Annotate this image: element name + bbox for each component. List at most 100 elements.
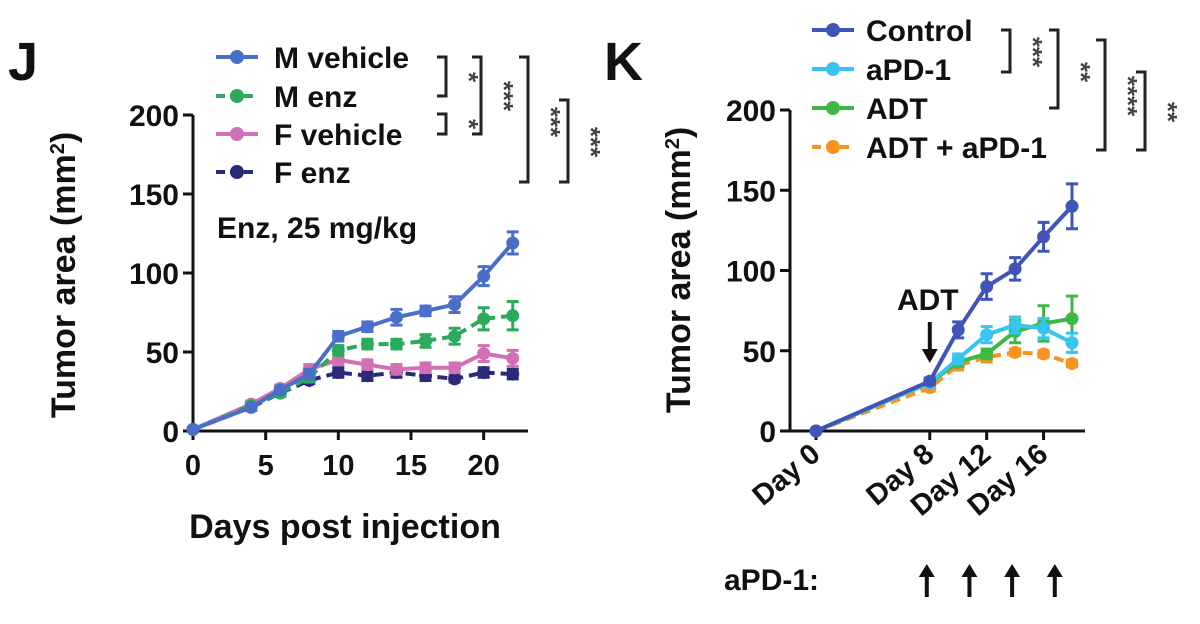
data-point <box>360 369 374 383</box>
data-point <box>360 337 374 351</box>
significance-bracket <box>472 55 483 136</box>
data-point <box>331 343 345 357</box>
legend-label: F vehicle <box>274 119 402 152</box>
data-point <box>419 334 433 348</box>
y-tick-label: 0 <box>759 416 776 449</box>
legend-label: ADT <box>866 93 928 126</box>
adt-arrow-head <box>921 349 938 363</box>
significance-label: ** <box>1153 102 1183 123</box>
data-point <box>477 347 491 361</box>
legend-swatch-marker <box>230 89 244 103</box>
legend-swatch-marker <box>826 140 840 154</box>
panel-letter-j: J <box>8 32 38 92</box>
legend-swatch-marker <box>826 101 840 115</box>
data-point <box>923 374 937 388</box>
significance-bracket <box>437 112 448 136</box>
significance-label: * <box>454 72 484 83</box>
data-point <box>1008 318 1022 332</box>
data-point <box>331 329 345 343</box>
series-line <box>192 241 515 432</box>
data-point <box>809 424 823 438</box>
data-point <box>302 367 316 381</box>
data-point <box>360 358 374 372</box>
x-tick-label: 0 <box>185 450 201 482</box>
data-point <box>951 352 965 366</box>
data-point <box>360 320 374 334</box>
data-point <box>980 328 994 342</box>
legend-label: M enz <box>274 81 357 114</box>
data-point <box>506 367 520 381</box>
data-point <box>448 298 462 312</box>
series-line <box>815 204 1074 433</box>
y-tick-label: 150 <box>129 179 179 212</box>
treatment-label: aPD-1: <box>724 564 819 597</box>
x-tick-label: 10 <box>322 450 354 482</box>
significance-bracket <box>1001 28 1012 74</box>
data-point <box>448 361 462 375</box>
significance-label: * <box>454 119 484 130</box>
y-tick-label: 200 <box>129 100 179 133</box>
legend-label: F enz <box>274 157 351 190</box>
data-point <box>1037 347 1051 361</box>
data-point <box>1065 357 1079 371</box>
data-point <box>980 280 994 294</box>
treatment-arrow-head <box>1004 564 1021 577</box>
data-point <box>1065 199 1079 213</box>
data-point <box>1008 262 1022 276</box>
data-point <box>951 323 965 337</box>
data-point <box>980 347 994 361</box>
y-axis-title: Tumor area (mm2) <box>660 127 698 413</box>
series-line <box>815 350 1073 433</box>
significance-label: ** <box>1066 62 1096 83</box>
legend-swatch-marker <box>230 165 244 179</box>
data-point <box>1065 336 1079 350</box>
series-line <box>192 370 513 432</box>
data-point <box>1008 345 1022 359</box>
x-tick-label: 20 <box>468 450 500 482</box>
data-point <box>244 400 258 414</box>
data-point <box>186 422 200 436</box>
legend-label: ADT + aPD-1 <box>866 132 1047 165</box>
legend-swatch-marker <box>230 127 244 141</box>
series-line <box>192 351 514 432</box>
data-point <box>506 309 520 323</box>
adt-annotation: ADT <box>897 284 959 317</box>
y-tick-label: 100 <box>726 256 776 289</box>
legend-label: aPD-1 <box>866 54 951 87</box>
data-point <box>506 236 520 250</box>
data-point <box>273 383 287 397</box>
data-point <box>389 337 403 351</box>
y-tick-label: 100 <box>129 258 179 291</box>
data-point <box>419 361 433 375</box>
data-point <box>389 362 403 376</box>
data-point <box>331 366 345 380</box>
y-tick-label: 200 <box>726 95 776 128</box>
data-point <box>477 366 491 380</box>
legend-swatch-marker <box>230 50 244 64</box>
legend-swatch-marker <box>826 23 840 37</box>
legend-label: M vehicle <box>274 42 409 75</box>
y-tick-label: 0 <box>162 416 179 449</box>
legend-swatch-marker <box>826 62 840 76</box>
treatment-annotation: Enz, 25 mg/kg <box>217 212 417 245</box>
panel-letter-k: K <box>604 32 643 92</box>
data-point <box>477 269 491 283</box>
data-point <box>389 310 403 324</box>
data-point <box>448 329 462 343</box>
significance-label: *** <box>576 127 606 158</box>
y-tick-label: 50 <box>743 336 776 369</box>
treatment-arrow-head <box>918 564 935 577</box>
significance-bracket <box>437 55 448 98</box>
x-tick-label: 5 <box>258 450 274 482</box>
data-point <box>506 351 520 365</box>
y-tick-label: 50 <box>146 337 179 370</box>
significance-bracket <box>559 98 570 184</box>
significance-label: *** <box>1018 37 1048 68</box>
x-tick-label: 15 <box>395 450 427 482</box>
legend-label: Control <box>866 15 973 48</box>
data-point <box>1037 230 1051 244</box>
data-point <box>419 304 433 318</box>
y-tick-label: 150 <box>726 175 776 208</box>
